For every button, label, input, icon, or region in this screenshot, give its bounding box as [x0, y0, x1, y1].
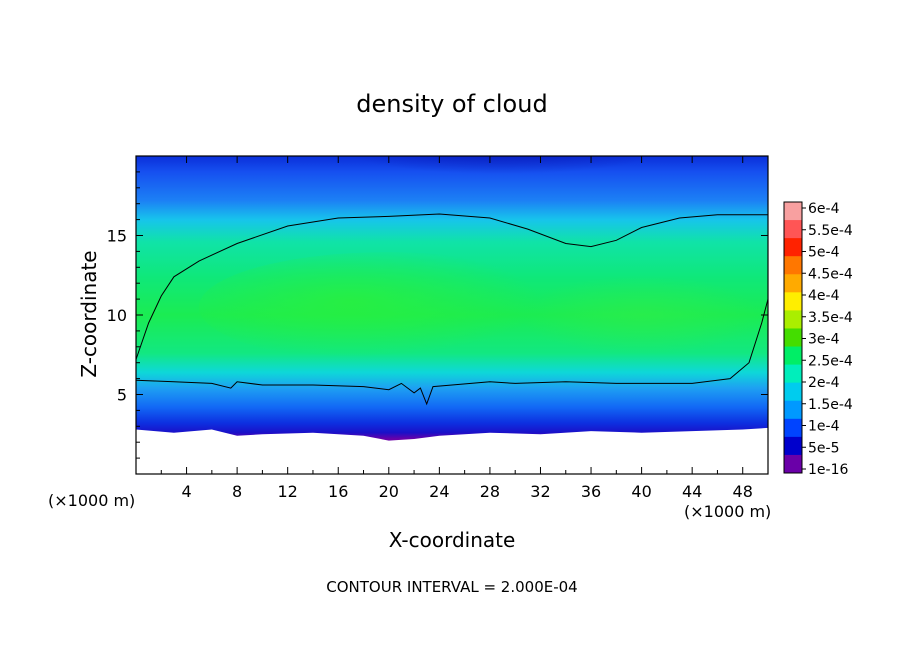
cloud-top-contour [136, 213, 768, 360]
colorbar-swatch [784, 364, 802, 384]
colorbar-label: 3.5e-4 [808, 310, 853, 326]
below-surface-region [136, 427, 768, 474]
x-tick-label: 4 [181, 482, 191, 501]
y-axis-label: Z-coordinate [77, 250, 101, 377]
colorbar-swatch [784, 454, 802, 474]
x-axis-label: X-coordinate [389, 528, 516, 552]
x-tick-label: 48 [733, 482, 753, 501]
colorbar-swatch [784, 328, 802, 347]
colorbar-label: 5e-4 [808, 245, 840, 261]
colorbar-label: 1.5e-4 [808, 397, 853, 413]
cloud-base-contour [136, 298, 768, 406]
colorbar-label: 3e-4 [808, 332, 840, 348]
colorbar-swatch [784, 274, 802, 293]
x-tick-label: 40 [631, 482, 651, 501]
colorbar-frame [783, 201, 803, 474]
colorbar-swatch [784, 292, 802, 311]
x-tick-label: 28 [480, 482, 500, 501]
colorbar-label: 6e-4 [808, 201, 840, 217]
colorbar-swatch [784, 238, 802, 257]
colorbar-label: 4e-4 [808, 288, 840, 304]
x-axis: 4 8 12 16 20 24 28 32 36 40 44 48 [160, 156, 753, 501]
upper-dark-region [332, 156, 673, 193]
z-unit-label: (×1000 m) [48, 491, 135, 510]
colorbar-label: 2e-4 [808, 375, 840, 391]
x-tick-label: 20 [379, 482, 399, 501]
colorbar-label: 1e-16 [808, 462, 848, 478]
colorbar-swatch [784, 382, 802, 402]
colorbar: 6e-4 5.5e-4 5e-4 4.5e-4 4e-4 3.5e-4 3e-4 2.5e-4… [783, 201, 853, 478]
colorbar-swatch [784, 202, 802, 221]
colorbar-label: 5.5e-4 [808, 223, 853, 239]
colorbar-swatch [784, 256, 802, 275]
cloud-core-west [198, 252, 579, 363]
colorbar-label: 1e-4 [808, 419, 840, 435]
colorbar-label: 2.5e-4 [808, 353, 853, 369]
density-field [136, 156, 768, 474]
chart-title: density of cloud [356, 90, 547, 118]
x-tick-label: 32 [530, 482, 550, 501]
x-tick-label: 44 [682, 482, 702, 501]
colorbar-swatch [784, 346, 802, 365]
x-tick-label: 12 [278, 482, 298, 501]
colorbar-swatch [784, 418, 802, 438]
colorbar-swatch [784, 310, 802, 329]
y-tick-label: 10 [107, 306, 127, 325]
colorbar-swatch [784, 400, 802, 420]
x-tick-label: 24 [429, 482, 449, 501]
colorbar-swatch [784, 220, 802, 239]
x-tick-label: 16 [328, 482, 348, 501]
cloud-core-east [521, 275, 762, 355]
colorbar-swatch [784, 436, 802, 456]
y-tick-label: 5 [117, 386, 127, 405]
colorbar-label: 5e-5 [808, 440, 839, 456]
colorbar-label: 4.5e-4 [808, 266, 853, 282]
y-tick-label: 15 [107, 227, 127, 246]
x-unit-label: (×1000 m) [684, 502, 771, 521]
y-axis: 5 10 15 [107, 171, 768, 459]
x-tick-label: 36 [581, 482, 601, 501]
contour-interval-note: CONTOUR INTERVAL = 2.000E-04 [326, 578, 577, 596]
x-tick-label: 8 [232, 482, 242, 501]
